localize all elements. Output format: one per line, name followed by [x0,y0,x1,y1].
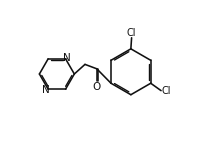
Text: O: O [93,82,101,92]
Text: N: N [42,85,50,95]
Text: Cl: Cl [161,86,171,96]
Text: N: N [63,53,71,63]
Text: Cl: Cl [127,28,136,38]
